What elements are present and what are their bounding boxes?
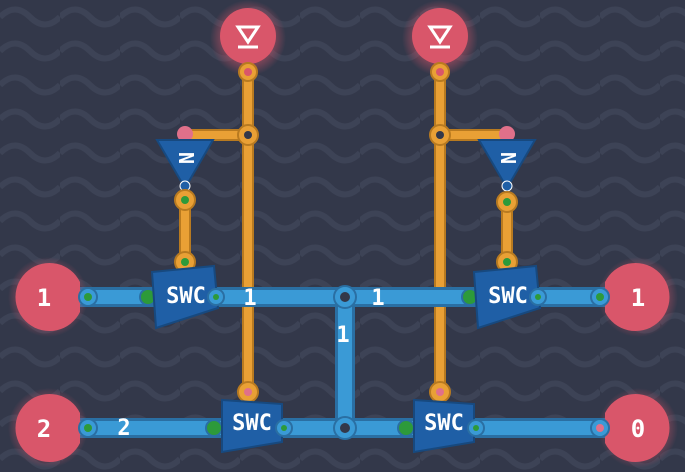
wire-value-bottom-left: 2	[117, 416, 130, 441]
not-gate-left[interactable]: N	[155, 126, 215, 211]
port-right-out-0[interactable]: 0	[598, 388, 678, 468]
wire-value-top-mid-right: 1	[371, 286, 384, 311]
swc-chip-bottom-right[interactable]: SWC	[397, 398, 485, 454]
port-left-in-2[interactable]: 2	[8, 388, 88, 468]
wire-value-top-mid-left: 1	[243, 286, 256, 311]
swc-chip-bottom-left-label: SWC	[232, 411, 272, 436]
port-right-out-1-label: 1	[631, 284, 645, 312]
swc-chip-bottom-left[interactable]: SWC	[205, 398, 293, 454]
swc-chip-top-left[interactable]: SWC	[139, 264, 225, 330]
down-triangle-icon	[235, 25, 261, 45]
port-right-out-0-label: 0	[631, 415, 645, 443]
wire-value-vertical-mid: 1	[336, 323, 349, 348]
swc-chip-top-right-label: SWC	[488, 284, 528, 309]
port-control-input-left[interactable]	[210, 0, 286, 82]
port-right-out-1[interactable]: 1	[598, 257, 678, 337]
port-control-input-right[interactable]	[402, 0, 478, 82]
not-gate-right-label: N	[496, 152, 520, 164]
port-left-in-1[interactable]: 1	[8, 257, 88, 337]
down-triangle-icon	[427, 25, 453, 45]
port-left-in-1-label: 1	[37, 284, 51, 312]
port-left-in-2-label: 2	[37, 415, 51, 443]
swc-chip-top-left-label: SWC	[166, 284, 206, 309]
not-gate-right[interactable]: N	[477, 126, 537, 213]
not-gate-left-label: N	[174, 152, 198, 164]
swc-chip-top-right[interactable]: SWC	[461, 264, 547, 330]
swc-chip-bottom-right-label: SWC	[424, 411, 464, 436]
wire-nodes	[78, 285, 610, 440]
